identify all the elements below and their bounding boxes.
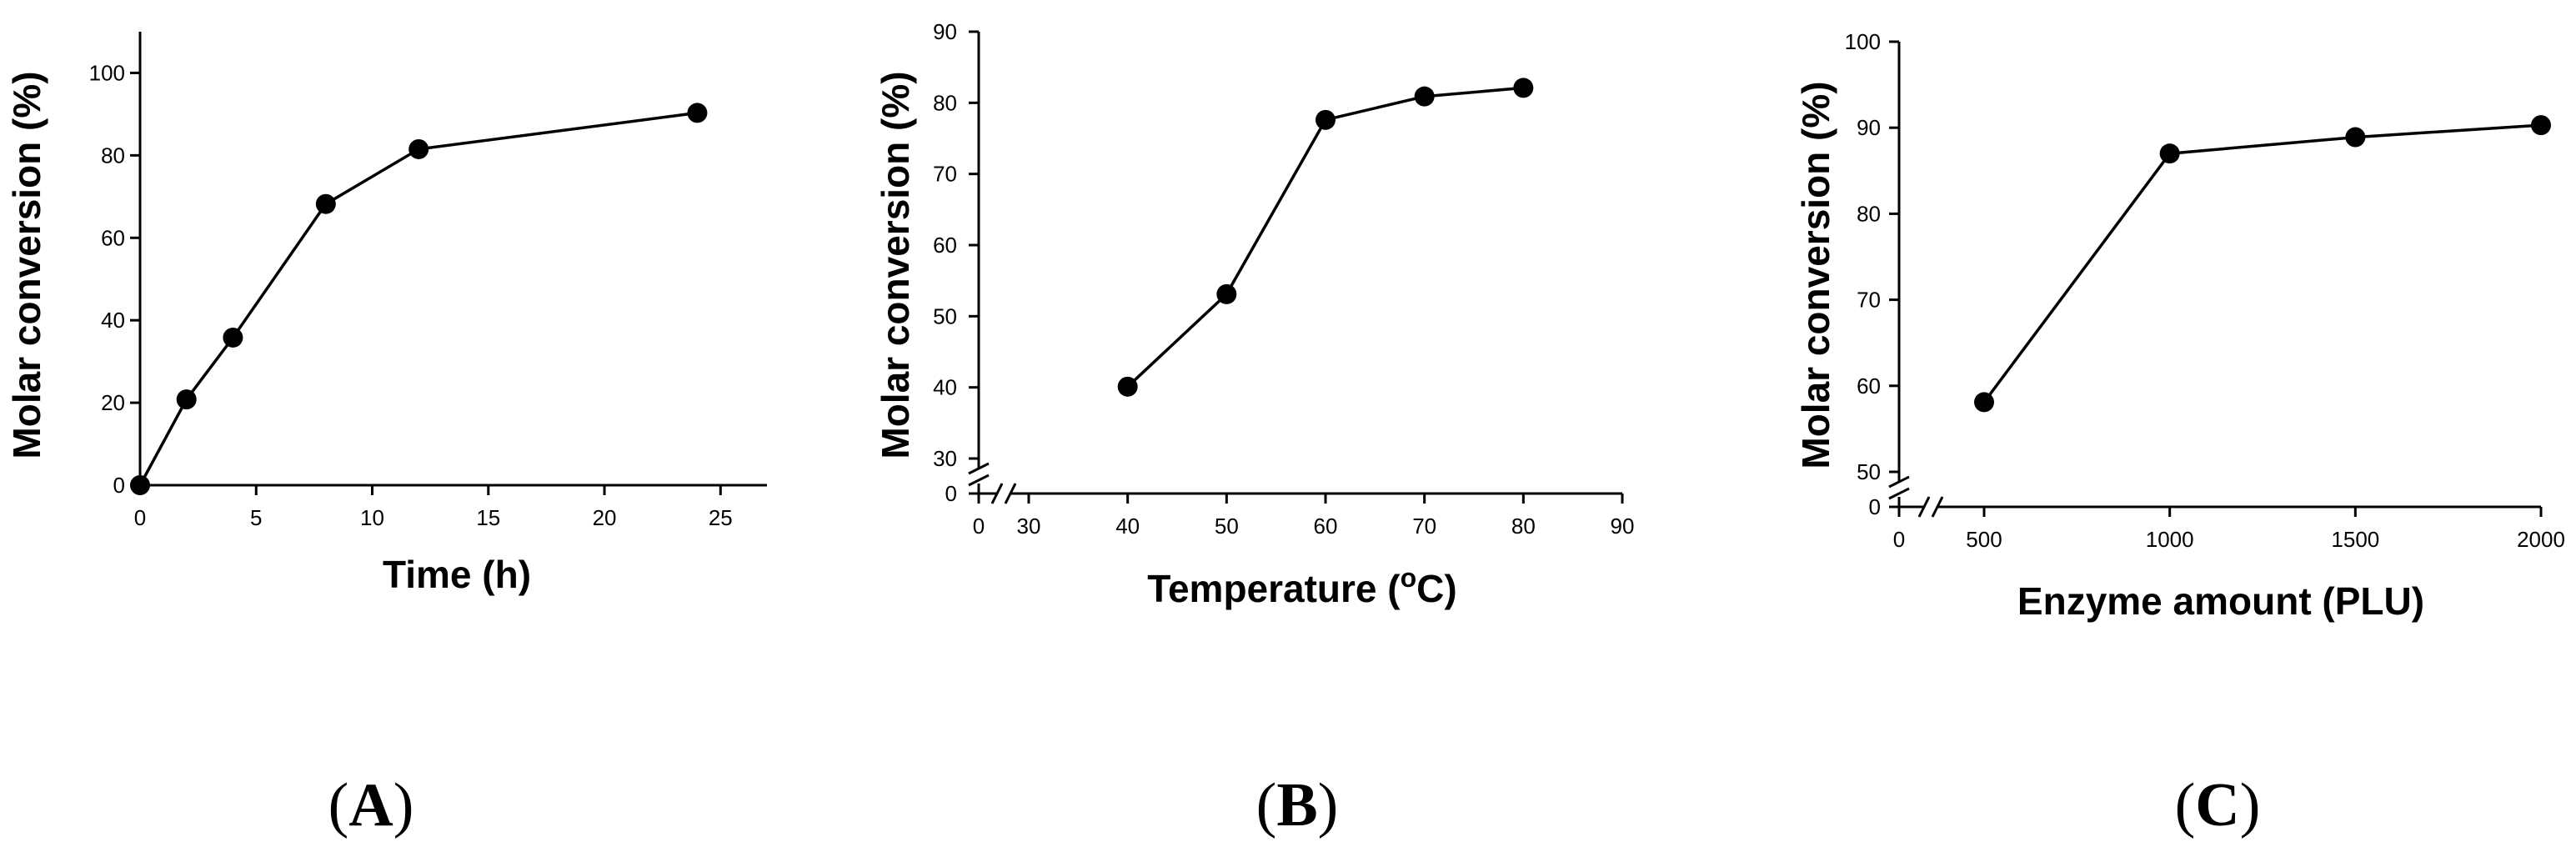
chart-b-molar-conversion-vs-temperature: 0 30 40 50 60 70 80 90 0 30 40 50 60 70 80 90 Temperatur… — [874, 19, 1634, 610]
x-tick-label-b: 0 — [973, 514, 985, 539]
x-axis-break-mark-b — [990, 483, 1004, 504]
data-point-b — [1216, 283, 1237, 304]
x-tick-label-c: 0 — [1893, 527, 1905, 552]
x-tick-label-c: 1500 — [2331, 527, 2379, 552]
data-point-c — [1974, 392, 1994, 413]
panel-label-c: (C) — [2175, 771, 2261, 839]
y-axis-break-mark-c — [1888, 475, 1910, 489]
data-point-a — [687, 103, 708, 123]
data-point-c — [2345, 127, 2366, 148]
y-tick-label-a: 80 — [101, 143, 125, 168]
y-tick-label-b: 50 — [933, 303, 957, 328]
series-line-c — [1982, 123, 2542, 403]
x-axis-break-gap-c — [1923, 499, 1938, 515]
x-axis-break-mark-c — [1931, 496, 1944, 518]
y-axis-break-mark-b — [968, 462, 990, 475]
x-tick-label-b: 50 — [1215, 514, 1239, 539]
x-tick-label-b: 60 — [1314, 514, 1338, 539]
y-tick-label-b: 60 — [933, 233, 957, 258]
data-point-a — [130, 475, 150, 495]
x-axis-label-c: Enzyme amount (PLU) — [2017, 579, 2424, 623]
x-axis-label-a: Time (h) — [383, 553, 531, 596]
x-tick-label-c: 1000 — [2146, 527, 2194, 552]
x-tick-label-a: 0 — [134, 505, 146, 530]
y-axis-break-gap-c — [1891, 482, 1907, 497]
y-tick-label-a: 100 — [89, 60, 125, 85]
y-axis-break-mark-c — [1888, 487, 1910, 500]
x-tick-label-b: 70 — [1412, 514, 1436, 539]
x-axis-break-gap-b — [996, 485, 1011, 502]
y-tick-label-b: 0 — [945, 481, 957, 506]
x-tick-label-a: 5 — [250, 505, 262, 530]
panel-label-b: (B) — [1256, 771, 1339, 839]
series-line-b — [1126, 86, 1524, 388]
x-tick-label-b: 30 — [1017, 514, 1041, 539]
y-tick-label-c: 60 — [1857, 373, 1881, 398]
y-axis-break-gap-b — [970, 469, 987, 484]
x-tick-label-a: 25 — [709, 505, 733, 530]
panel-label-a: (A) — [328, 771, 414, 839]
x-tick-label-b: 80 — [1511, 514, 1536, 539]
y-axis-label-c: Molar conversion (%) — [1794, 81, 1837, 469]
y-axis-break-mark-b — [968, 474, 990, 487]
y-tick-label-c: 50 — [1857, 459, 1881, 484]
y-tick-label-c: 80 — [1857, 201, 1881, 226]
x-tick-label-c: 2000 — [2517, 527, 2565, 552]
y-tick-label-b: 40 — [933, 375, 957, 400]
data-point-c — [2159, 143, 2180, 164]
y-axis-label-a: Molar conversion (%) — [5, 71, 48, 459]
y-tick-label-c: 90 — [1857, 115, 1881, 140]
x-tick-label-a: 20 — [593, 505, 617, 530]
x-axis-label-b: Temperature (oC) — [1147, 563, 1456, 610]
series-line-a — [138, 111, 698, 486]
y-tick-label-b: 70 — [933, 162, 957, 187]
data-point-a — [176, 389, 197, 410]
y-tick-label-b: 30 — [933, 446, 957, 471]
chart-c-molar-conversion-vs-enzyme-amount: 0 500 1000 1500 2000 0 50 60 70 80 90 100 Enzyme amo… — [1794, 29, 2565, 623]
x-axis-break-mark-b — [1004, 483, 1017, 504]
x-tick-label-a: 15 — [476, 505, 500, 530]
data-point-a — [408, 138, 429, 159]
data-point-b — [1316, 109, 1336, 130]
y-tick-label-c: 100 — [1845, 29, 1881, 54]
x-axis-break-mark-c — [1917, 496, 1931, 518]
x-tick-label-b: 40 — [1115, 514, 1140, 539]
data-point-a — [315, 193, 336, 214]
data-point-b — [1117, 376, 1138, 397]
y-axis-label-b: Molar conversion (%) — [874, 71, 917, 459]
y-tick-label-b: 90 — [933, 19, 957, 44]
x-tick-label-a: 10 — [360, 505, 384, 530]
data-point-b — [1513, 78, 1534, 98]
chart-a-molar-conversion-vs-time: 0 5 10 15 20 25 0 20 40 60 80 100 Time (h) Molar conv… — [5, 32, 767, 596]
data-point-b — [1414, 86, 1435, 107]
y-tick-label-c: 0 — [1869, 494, 1881, 519]
data-point-a — [223, 327, 243, 348]
y-tick-label-a: 0 — [113, 473, 125, 498]
y-tick-label-c: 70 — [1857, 288, 1881, 313]
x-tick-label-b: 90 — [1611, 514, 1635, 539]
x-tick-label-c: 500 — [1966, 527, 2002, 552]
data-point-c — [2531, 115, 2551, 136]
y-tick-label-a: 40 — [101, 308, 125, 333]
y-tick-label-a: 60 — [101, 225, 125, 250]
y-tick-label-b: 80 — [933, 90, 957, 115]
y-tick-label-a: 20 — [101, 390, 125, 415]
